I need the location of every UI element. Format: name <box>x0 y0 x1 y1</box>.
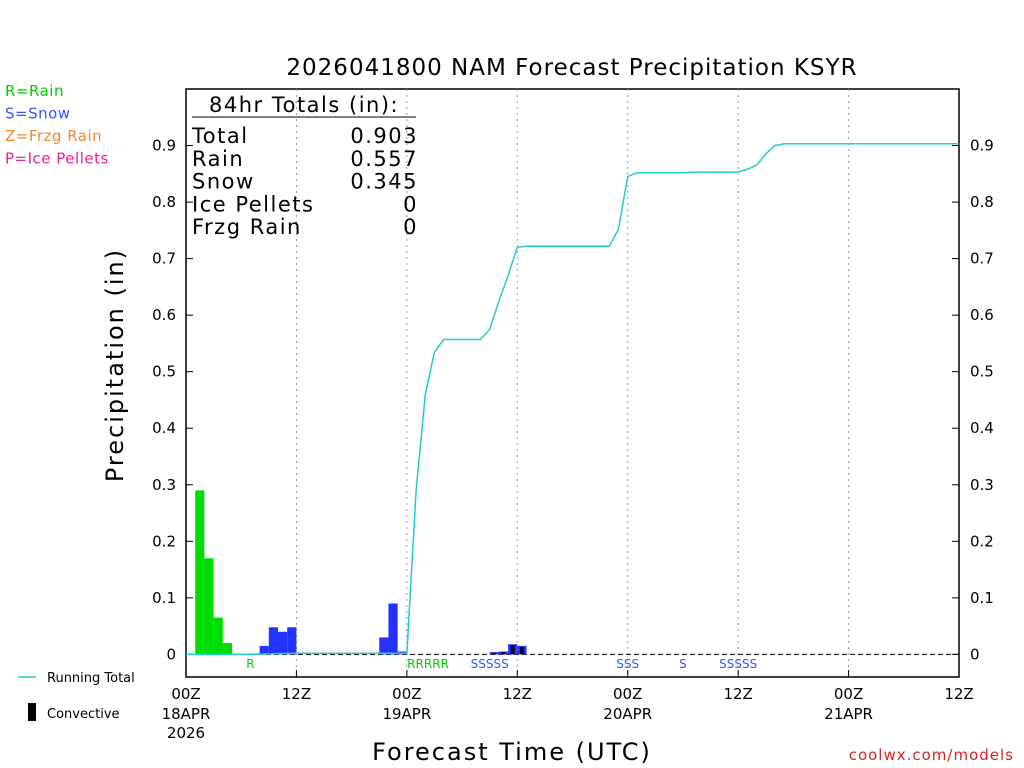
y-tick-label-left: 0.2 <box>152 532 176 550</box>
x-tick-label: 00Z <box>834 685 863 703</box>
totals-header: 84hr Totals (in): <box>209 93 399 117</box>
totals-row-value: 0.903 <box>350 124 418 148</box>
y-tick-label-left: 0.9 <box>152 137 176 155</box>
x-tick-date: 21APR <box>824 705 873 723</box>
totals-row-value: 0 <box>403 192 418 216</box>
x-tick-date: 18APR <box>162 705 211 723</box>
running-total-legend-label: Running Total <box>47 671 135 686</box>
totals-row-value: 0 <box>403 215 418 239</box>
totals-row-label: Snow <box>192 170 255 194</box>
precip-bar-snow <box>379 637 389 655</box>
precip-bar-snow <box>268 627 279 655</box>
type-legend-item: S=Snow <box>5 105 71 123</box>
totals-row-label: Ice Pellets <box>192 192 314 216</box>
y-axis: 0 00.1 0.10.2 0.20.3 0.30.4 0.40.5 0.50.6 0.60.… <box>152 137 994 664</box>
type-marker: R <box>246 657 254 671</box>
chart-title: 2026041800 NAM Forecast Precipitation KS… <box>286 55 857 81</box>
y-tick-label-right: 0.7 <box>970 250 994 268</box>
x-tick-year: 2026 <box>167 724 205 742</box>
convective-bar <box>510 645 515 655</box>
bottom-legend: Running Total Convective <box>18 671 135 722</box>
precip-bar-rain <box>213 617 223 655</box>
x-tick-label: 00Z <box>171 685 200 703</box>
x-tick-label: 12Z <box>944 685 973 703</box>
y-tick-label-left: 0.7 <box>152 250 176 268</box>
y-tick-label-left: 0.1 <box>152 589 176 607</box>
y-tick-label-left: 0.4 <box>152 419 176 437</box>
totals-row-label: Total <box>191 124 249 148</box>
x-tick-label: 00Z <box>613 685 642 703</box>
x-tick-date: 20APR <box>603 705 652 723</box>
precip-bar-snow <box>278 631 288 655</box>
precip-type-legend: R=Rain S=Snow Z=Frzg Rain P=Ice Pellets <box>5 82 109 168</box>
y-tick-label-right: 0.3 <box>970 476 994 494</box>
x-axis-label: Forecast Time (UTC) <box>372 738 652 766</box>
convective-bar <box>520 647 524 655</box>
y-tick-label-left: 0.5 <box>152 363 176 381</box>
y-tick-label-right: 0.1 <box>970 589 994 607</box>
totals-box: 84hr Totals (in): Total 0.903 Rain 0.557 Sno… <box>191 93 418 239</box>
y-tick-label-left: 0.3 <box>152 476 176 494</box>
convective-legend-label: Convective <box>47 707 120 722</box>
credit-text: coolwx.com/models <box>849 746 1014 764</box>
type-legend-item: R=Rain <box>5 82 64 100</box>
totals-row-label: Frzg Rain <box>192 215 302 239</box>
x-tick-label: 00Z <box>392 685 421 703</box>
y-tick-label-right: 0.6 <box>970 306 994 324</box>
y-tick-label-right: 0.9 <box>970 137 994 155</box>
y-tick-label-right: 0.5 <box>970 363 994 381</box>
precip-bar-snow <box>388 603 398 655</box>
type-marker: SSSSS <box>471 657 509 671</box>
x-tick-label: 12Z <box>503 685 532 703</box>
precip-bar-rain <box>195 490 205 655</box>
x-tick-label: 12Z <box>723 685 752 703</box>
convective-bars <box>492 645 524 655</box>
precip-bars <box>195 490 527 655</box>
precip-bar-rain <box>222 643 233 655</box>
y-tick-label-left: 0.8 <box>152 193 176 211</box>
totals-row-value: 0.345 <box>350 170 418 194</box>
type-marker: SSS <box>616 657 639 671</box>
y-tick-label-left: 0 <box>166 645 176 663</box>
y-tick-label-right: 0.2 <box>970 532 994 550</box>
totals-row-label: Rain <box>192 147 244 171</box>
y-tick-label-right: 0.8 <box>970 193 994 211</box>
type-legend-item: Z=Frzg Rain <box>5 127 102 145</box>
precip-bar-snow <box>287 627 297 655</box>
type-marker: SSSSS <box>719 657 757 671</box>
gridlines <box>295 89 850 677</box>
totals-row-value: 0.557 <box>350 147 418 171</box>
type-marker: RRRRR <box>407 657 449 671</box>
type-marker: S <box>679 657 687 671</box>
y-tick-label-left: 0.6 <box>152 306 176 324</box>
convective-bar <box>501 652 506 655</box>
x-tick-label: 12Z <box>282 685 311 703</box>
convective-legend-swatch <box>28 703 36 721</box>
precip-bar-rain <box>204 558 214 655</box>
x-tick-date: 19APR <box>382 705 431 723</box>
y-axis-label: Precipitation (in) <box>101 248 129 482</box>
plot-frame <box>185 88 960 678</box>
precip-bar-snow <box>259 645 269 655</box>
convective-bar <box>492 652 497 655</box>
y-tick-label-right: 0.4 <box>970 419 994 437</box>
precip-type-markers: R RRRRR SSSSS SSS S SSSSS <box>246 657 757 671</box>
y-tick-label-right: 0 <box>970 645 980 663</box>
running-total-line <box>186 143 959 656</box>
type-legend-item: P=Ice Pellets <box>5 150 109 168</box>
